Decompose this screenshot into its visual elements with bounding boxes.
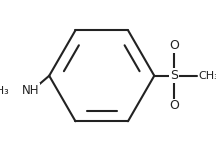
Text: CH₃: CH₃ — [198, 71, 216, 81]
Text: O: O — [169, 39, 179, 52]
Text: NH: NH — [22, 84, 39, 97]
Text: O: O — [169, 99, 179, 112]
Text: CH₃: CH₃ — [0, 86, 9, 96]
Text: S: S — [170, 69, 178, 82]
